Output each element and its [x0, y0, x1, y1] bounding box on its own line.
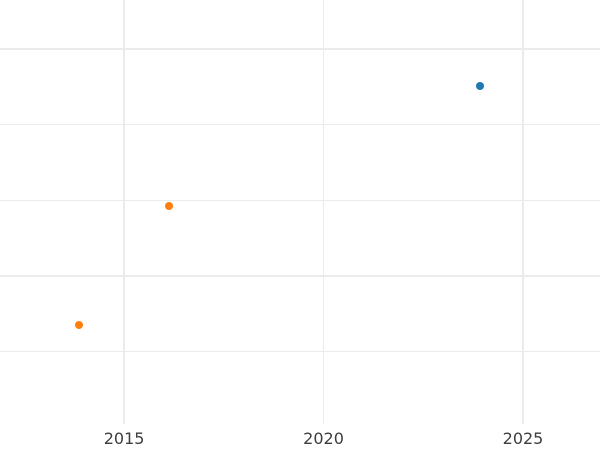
gridline-vertical: [322, 0, 325, 424]
x-tick-label: 2020: [303, 429, 344, 448]
gridline-horizontal: [0, 350, 600, 353]
gridline-vertical: [522, 0, 524, 424]
orange-series-point: [165, 201, 174, 210]
x-tick-label: 2015: [103, 429, 145, 448]
gridline-horizontal: [0, 275, 600, 277]
x-axis: 2015 2020 2025: [0, 424, 600, 450]
gridline-horizontal: [0, 48, 600, 50]
x-tick-label: 2025: [502, 429, 544, 448]
orange-series-point: [74, 320, 83, 329]
gridline-vertical: [123, 0, 125, 424]
blue-series-point: [475, 82, 484, 91]
gridline-horizontal: [0, 199, 600, 202]
plot-area: [0, 0, 600, 424]
gridline-horizontal: [0, 123, 600, 126]
